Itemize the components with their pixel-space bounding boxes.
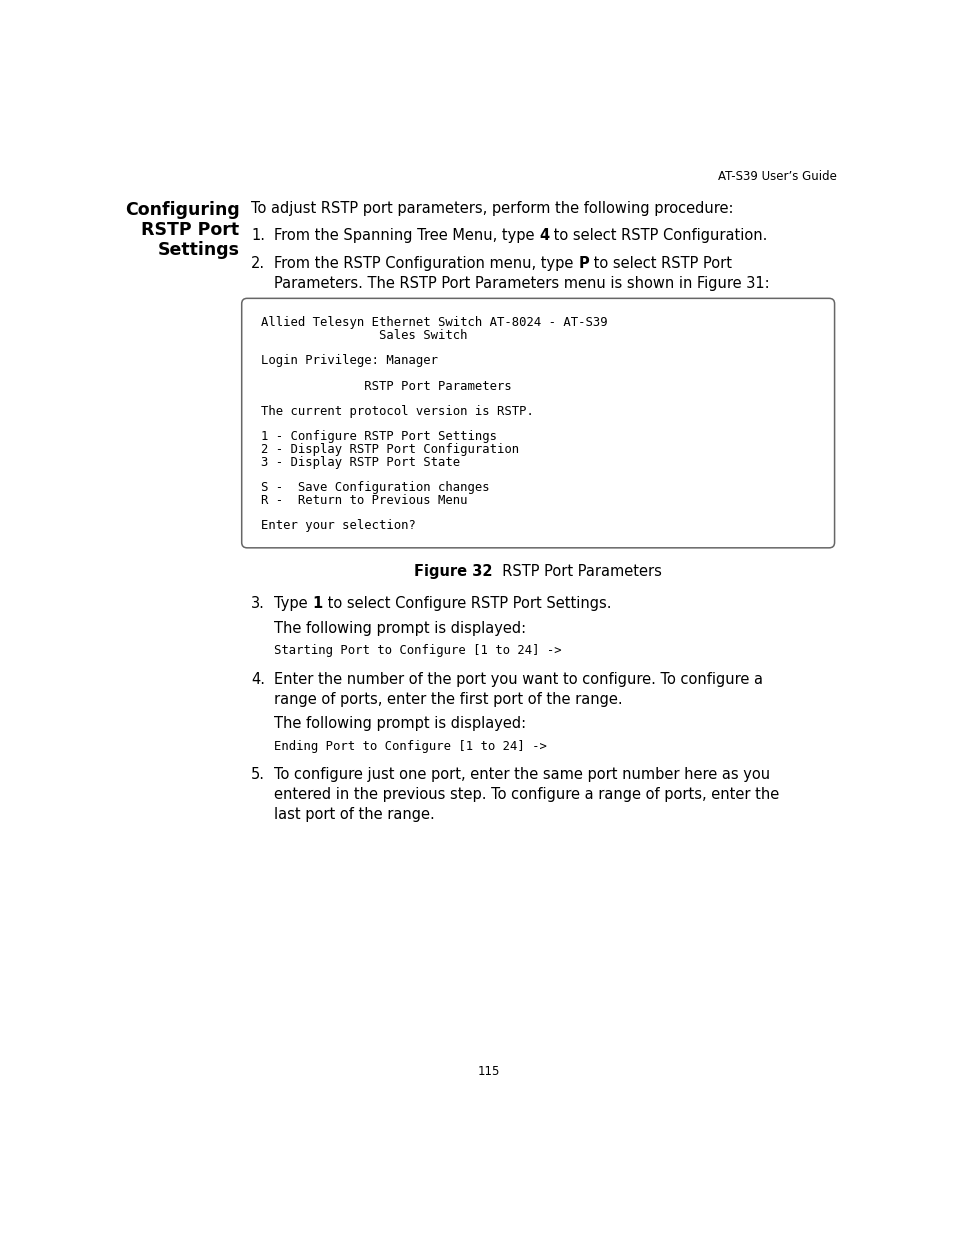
Text: P: P xyxy=(578,256,588,270)
Text: RSTP Port Parameters: RSTP Port Parameters xyxy=(261,379,512,393)
Text: RSTP Port: RSTP Port xyxy=(141,221,239,238)
Text: 2 - Display RSTP Port Configuration: 2 - Display RSTP Port Configuration xyxy=(261,443,518,456)
Text: 4.: 4. xyxy=(251,672,265,687)
Text: S -  Save Configuration changes: S - Save Configuration changes xyxy=(261,482,489,494)
Text: Ending Port to Configure [1 to 24] ->: Ending Port to Configure [1 to 24] -> xyxy=(274,740,547,752)
Text: To adjust RSTP port parameters, perform the following procedure:: To adjust RSTP port parameters, perform … xyxy=(251,200,733,216)
Text: Enter the number of the port you want to configure. To configure a: Enter the number of the port you want to… xyxy=(274,672,762,687)
Text: entered in the previous step. To configure a range of ports, enter the: entered in the previous step. To configu… xyxy=(274,787,779,803)
Text: Type: Type xyxy=(274,597,313,611)
Text: AT-S39 User’s Guide: AT-S39 User’s Guide xyxy=(718,169,836,183)
Text: 3 - Display RSTP Port State: 3 - Display RSTP Port State xyxy=(261,456,459,469)
Text: The following prompt is displayed:: The following prompt is displayed: xyxy=(274,621,526,636)
Text: 4: 4 xyxy=(538,228,549,243)
Text: Configuring: Configuring xyxy=(125,200,239,219)
Text: 1 - Configure RSTP Port Settings: 1 - Configure RSTP Port Settings xyxy=(261,431,497,443)
Text: range of ports, enter the first port of the range.: range of ports, enter the first port of … xyxy=(274,692,622,706)
Text: Login Privilege: Manager: Login Privilege: Manager xyxy=(261,354,437,367)
Text: 1.: 1. xyxy=(251,228,265,243)
Text: Figure 32: Figure 32 xyxy=(414,564,493,579)
Text: 5.: 5. xyxy=(251,767,265,782)
Text: Settings: Settings xyxy=(157,241,239,259)
Text: Parameters. The RSTP Port Parameters menu is shown in Figure 31:: Parameters. The RSTP Port Parameters men… xyxy=(274,275,769,291)
Text: From the RSTP Configuration menu, type: From the RSTP Configuration menu, type xyxy=(274,256,578,270)
Text: to select RSTP Configuration.: to select RSTP Configuration. xyxy=(549,228,767,243)
Text: Starting Port to Configure [1 to 24] ->: Starting Port to Configure [1 to 24] -> xyxy=(274,645,561,657)
Text: 3.: 3. xyxy=(251,597,265,611)
Text: From the Spanning Tree Menu, type: From the Spanning Tree Menu, type xyxy=(274,228,538,243)
FancyBboxPatch shape xyxy=(241,299,834,548)
Text: Allied Telesyn Ethernet Switch AT-8024 - AT-S39: Allied Telesyn Ethernet Switch AT-8024 -… xyxy=(261,316,607,329)
Text: To configure just one port, enter the same port number here as you: To configure just one port, enter the sa… xyxy=(274,767,770,782)
Text: Enter your selection?: Enter your selection? xyxy=(261,520,416,532)
Text: to select Configure RSTP Port Settings.: to select Configure RSTP Port Settings. xyxy=(322,597,611,611)
Text: The current protocol version is RSTP.: The current protocol version is RSTP. xyxy=(261,405,534,417)
Text: 1: 1 xyxy=(313,597,322,611)
Text: 115: 115 xyxy=(477,1065,499,1078)
Text: RSTP Port Parameters: RSTP Port Parameters xyxy=(493,564,661,579)
Text: R -  Return to Previous Menu: R - Return to Previous Menu xyxy=(261,494,467,506)
Text: 2.: 2. xyxy=(251,256,265,270)
Text: to select RSTP Port: to select RSTP Port xyxy=(588,256,731,270)
Text: The following prompt is displayed:: The following prompt is displayed: xyxy=(274,716,526,731)
Text: last port of the range.: last port of the range. xyxy=(274,808,435,823)
Text: Sales Switch: Sales Switch xyxy=(261,329,467,342)
